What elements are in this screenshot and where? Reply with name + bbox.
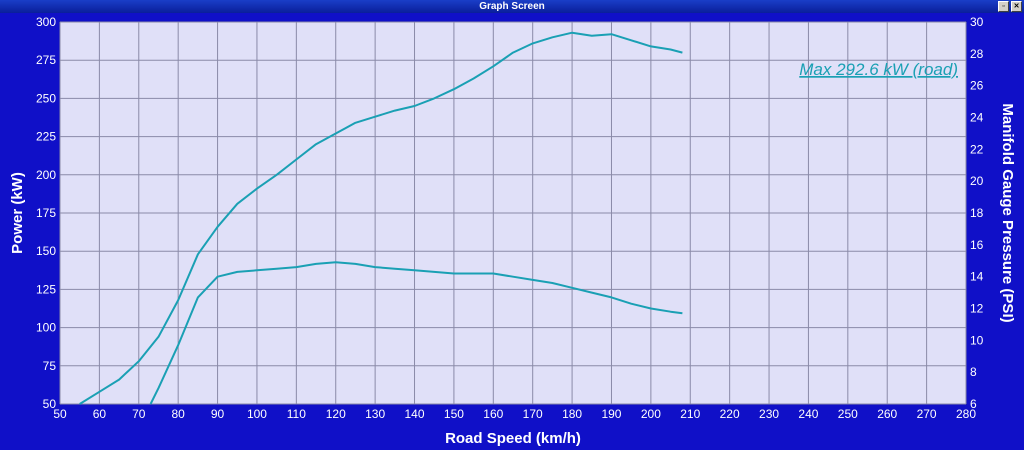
y2-tick-label: 26: [970, 79, 984, 93]
grid-lines: [59, 21, 967, 405]
x-tick-label: 50: [53, 407, 67, 421]
y2-tick-label: 10: [970, 333, 984, 347]
restore-button[interactable]: ▫: [998, 1, 1009, 12]
y-tick-label: 75: [43, 359, 57, 373]
y-tick-label: 200: [36, 168, 56, 182]
max-power-annotation: Max 292.6 kW (road): [799, 60, 958, 79]
y2-tick-label: 20: [970, 174, 984, 188]
x-tick-label: 130: [365, 407, 385, 421]
y-tick-label: 225: [36, 130, 56, 144]
y2-tick-label: 24: [970, 111, 984, 125]
y2-tick-label: 14: [970, 270, 984, 284]
y2-axis-label: Manifold Gauge Pressure (PSI): [999, 103, 1016, 322]
x-tick-label: 260: [877, 407, 897, 421]
y-tick-label: 150: [36, 244, 56, 258]
dyno-chart: 50 60 70 80 90 100 110 120 130 140 150 160 170 180 190…: [9, 15, 1016, 447]
x-tick-label: 180: [562, 407, 582, 421]
window-title: Graph Screen: [479, 1, 545, 12]
y-axis-label: Power (kW): [9, 172, 26, 254]
y-tick-label: 50: [43, 397, 57, 411]
power-line: [79, 31, 683, 405]
x-tick-label: 60: [93, 407, 107, 421]
y2-tick-labels: 6 8 10 12 14 16 18 20 22 24 26 28 30: [970, 15, 984, 411]
x-tick-label: 120: [326, 407, 346, 421]
y-tick-label: 175: [36, 206, 56, 220]
y2-tick-label: 28: [970, 47, 984, 61]
boost-pressure-line: [149, 261, 683, 405]
x-tick-label: 140: [405, 407, 425, 421]
y-tick-label: 125: [36, 282, 56, 296]
x-tick-label: 250: [838, 407, 858, 421]
y2-tick-label: 22: [970, 142, 984, 156]
y-tick-label: 275: [36, 53, 56, 67]
x-tick-label: 110: [287, 407, 306, 421]
x-tick-label: 280: [956, 407, 976, 421]
y2-tick-label: 16: [970, 238, 984, 252]
y2-tick-label: 6: [970, 397, 977, 411]
x-tick-label: 150: [444, 407, 464, 421]
x-tick-label: 80: [171, 407, 185, 421]
x-tick-label: 210: [680, 407, 700, 421]
x-tick-label: 220: [720, 407, 740, 421]
series-group: [79, 31, 683, 405]
x-axis-label: Road Speed (km/h): [445, 430, 581, 447]
y2-tick-label: 30: [970, 15, 984, 29]
y2-tick-label: 8: [970, 365, 977, 379]
x-tick-label: 70: [132, 407, 146, 421]
x-tick-label: 190: [601, 407, 621, 421]
x-tick-label: 230: [759, 407, 779, 421]
y-tick-label: 100: [36, 321, 56, 335]
y2-tick-label: 18: [970, 206, 984, 220]
y2-tick-label: 12: [970, 302, 984, 316]
y-tick-label: 250: [36, 91, 56, 105]
x-tick-label: 270: [917, 407, 937, 421]
x-tick-labels: 50 60 70 80 90 100 110 120 130 140 150 160 170 180 190…: [53, 407, 976, 421]
window-titlebar: Graph Screen ▫ ✕: [0, 0, 1024, 13]
x-tick-label: 170: [523, 407, 543, 421]
close-button[interactable]: ✕: [1011, 1, 1022, 12]
x-tick-label: 100: [247, 407, 267, 421]
y-tick-label: 300: [36, 15, 56, 29]
x-tick-label: 160: [483, 407, 503, 421]
x-tick-label: 90: [211, 407, 225, 421]
x-tick-label: 240: [798, 407, 818, 421]
x-tick-label: 200: [641, 407, 661, 421]
y-tick-labels: 50 75 100 125 150 175 200 225 250 275 300: [36, 15, 56, 411]
